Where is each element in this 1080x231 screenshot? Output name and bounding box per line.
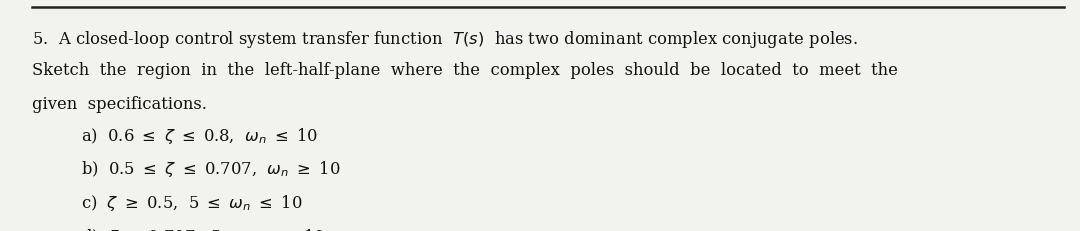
Text: Sketch  the  region  in  the  left-half-plane  where  the  complex  poles  shoul: Sketch the region in the left-half-plane… <box>32 62 899 79</box>
Text: b)  0.5 $\leq$ $\zeta$ $\leq$ 0.707,  $\omega_n$ $\geq$ 10: b) 0.5 $\leq$ $\zeta$ $\leq$ 0.707, $\om… <box>81 159 340 179</box>
Text: a)  0.6 $\leq$ $\zeta$ $\leq$ 0.8,  $\omega_n$ $\leq$ 10: a) 0.6 $\leq$ $\zeta$ $\leq$ 0.8, $\omeg… <box>81 126 319 146</box>
Text: given  specifications.: given specifications. <box>32 96 207 113</box>
Text: d)  $\zeta$ $\leq$ 0.707,  5 $\leq$ $\omega_n$ $\leq$ 10: d) $\zeta$ $\leq$ 0.707, 5 $\leq$ $\omeg… <box>81 227 325 231</box>
Text: c)  $\zeta$ $\geq$ 0.5,  5 $\leq$ $\omega_n$ $\leq$ 10: c) $\zeta$ $\geq$ 0.5, 5 $\leq$ $\omega_… <box>81 193 302 213</box>
Text: 5.  A closed-loop control system transfer function  $T(s)$  has two dominant com: 5. A closed-loop control system transfer… <box>32 29 859 50</box>
